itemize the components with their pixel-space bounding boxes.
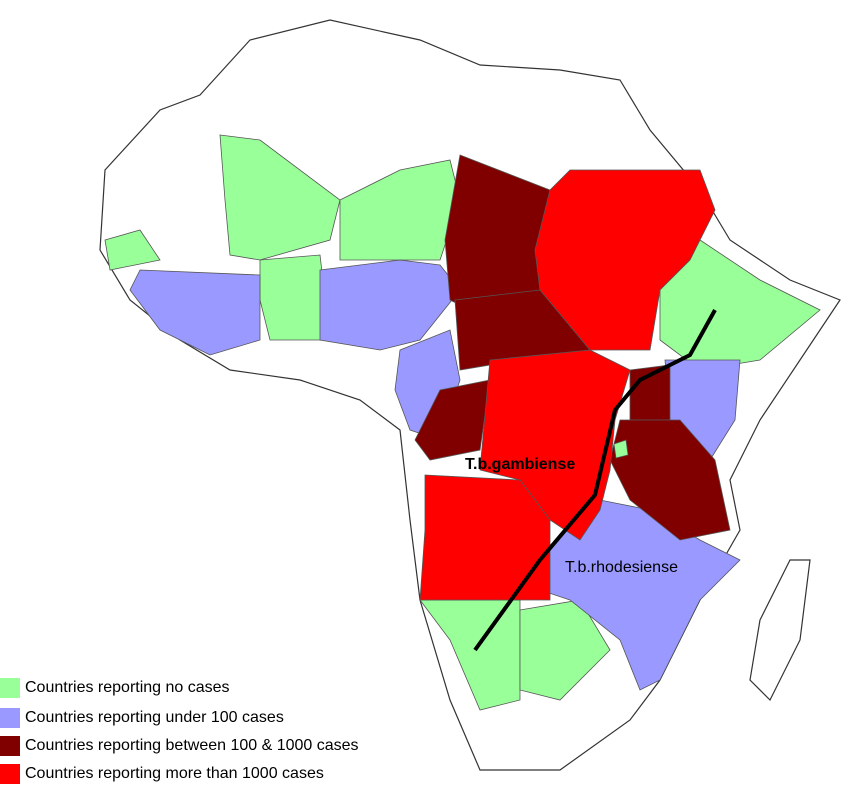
legend: Countries reporting no cases Countries re… [0, 678, 359, 784]
region [479, 349, 631, 541]
divide-line [473, 309, 717, 652]
legend-label: Countries reporting no cases [25, 679, 230, 696]
region [219, 134, 341, 261]
region [534, 169, 716, 351]
region [613, 439, 629, 459]
region [259, 254, 331, 341]
legend-label: Countries reporting under 100 cases [25, 709, 284, 726]
region [419, 474, 551, 601]
legend-swatch [0, 764, 20, 784]
madagascar [749, 559, 811, 702]
region [129, 269, 261, 356]
map-label: T.b.rhodesiense [565, 559, 678, 576]
legend-label: Countries reporting more than 1000 cases [25, 765, 324, 782]
region [609, 419, 731, 541]
map-label: T.b.gambiense [465, 456, 575, 473]
legend-swatch [0, 708, 20, 728]
region [319, 259, 461, 351]
legend-label: Countries reporting between 100 & 1000 c… [25, 737, 359, 754]
region [519, 599, 611, 701]
legend-swatch [0, 678, 20, 698]
legend-swatch [0, 736, 20, 756]
region [104, 229, 161, 271]
